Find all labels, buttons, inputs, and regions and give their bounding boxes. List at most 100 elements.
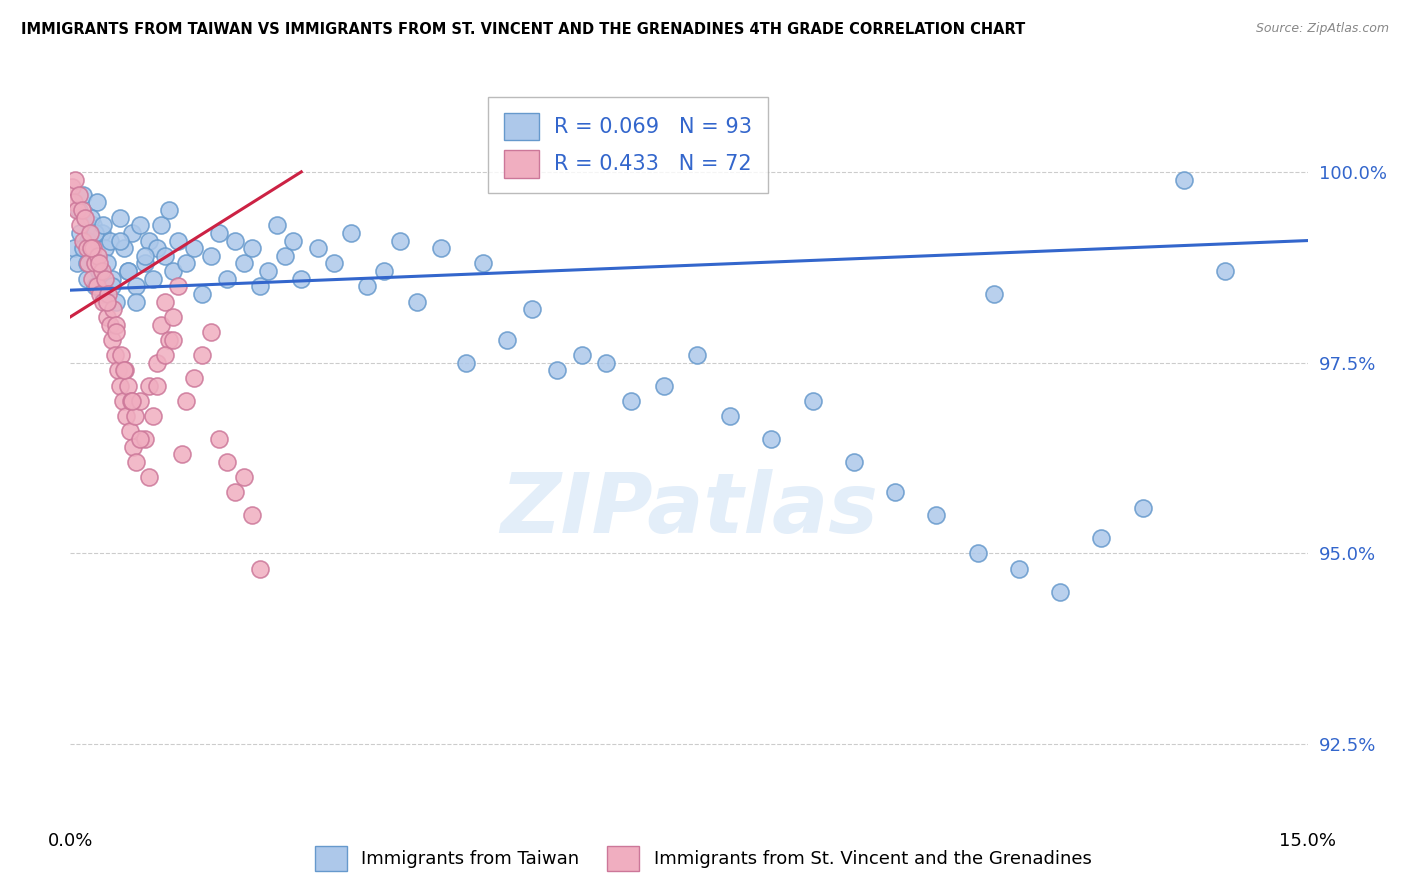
Point [69,219,91,233]
Point [323,256,346,270]
Point [72,234,94,248]
Point [77,256,100,270]
Point [105,318,128,332]
Point [125,455,148,469]
Point [67,187,90,202]
Point [86,279,108,293]
Point [1213,264,1236,278]
Point [84,226,107,240]
Point [82,219,104,233]
Point [274,249,297,263]
Point [138,234,160,248]
Point [118,425,141,439]
Point [96,256,118,270]
Point [90,264,112,278]
Point [522,302,544,317]
Point [356,279,378,293]
Point [208,432,231,446]
Point [430,241,453,255]
Point [104,325,127,339]
Point [652,378,675,392]
Point [170,447,193,461]
Point [84,279,107,293]
Point [249,562,271,576]
Point [215,455,238,469]
Point [162,310,184,324]
Point [129,432,152,446]
Point [134,432,156,446]
Point [290,271,312,285]
Point [257,264,280,278]
Point [112,393,135,408]
Point [89,264,111,278]
Legend: R = 0.069   N = 93, R = 0.433   N = 72: R = 0.069 N = 93, R = 0.433 N = 72 [488,97,768,194]
Point [266,219,288,233]
Point [112,363,135,377]
Point [94,241,117,255]
Point [89,264,111,278]
Point [75,211,97,225]
Point [66,256,89,270]
Point [686,348,709,362]
Point [76,241,98,255]
Point [100,271,122,285]
Point [80,241,103,255]
Point [595,356,617,370]
Point [1173,172,1195,186]
Point [389,234,412,248]
Point [200,325,222,339]
Point [90,226,112,240]
Point [66,202,89,217]
Point [1090,531,1112,545]
Point [117,264,139,278]
Point [240,508,263,523]
Point [153,348,176,362]
Point [281,234,304,248]
Point [208,226,231,240]
Point [121,393,143,408]
Point [138,378,160,392]
Point [117,264,139,278]
Text: Source: ZipAtlas.com: Source: ZipAtlas.com [1256,22,1389,36]
Point [224,234,246,248]
Point [373,264,395,278]
Point [72,241,94,255]
Point [80,211,103,225]
Point [72,187,94,202]
Point [121,226,143,240]
Point [153,249,176,263]
Point [153,294,176,309]
Point [405,294,427,309]
Point [1132,500,1154,515]
Point [215,271,238,285]
Point [166,279,188,293]
Text: IMMIGRANTS FROM TAIWAN VS IMMIGRANTS FROM ST. VINCENT AND THE GRENADINES 4TH GRA: IMMIGRANTS FROM TAIWAN VS IMMIGRANTS FRO… [21,22,1025,37]
Point [129,393,152,408]
Point [983,287,1005,301]
Point [166,234,188,248]
Point [76,271,98,285]
Point [884,485,907,500]
Point [80,249,103,263]
Point [142,409,165,423]
Point [232,470,254,484]
Point [89,287,111,301]
Point [103,302,125,317]
Point [496,333,519,347]
Point [96,310,118,324]
Point [124,409,146,423]
Point [82,241,104,255]
Point [100,279,122,293]
Point [134,249,156,263]
Point [94,271,117,285]
Point [174,256,197,270]
Point [100,333,122,347]
Point [62,195,84,210]
Point [87,249,110,263]
Point [150,318,173,332]
Point [125,279,148,293]
Point [65,172,87,186]
Point [142,271,165,285]
Point [108,234,131,248]
Point [183,371,205,385]
